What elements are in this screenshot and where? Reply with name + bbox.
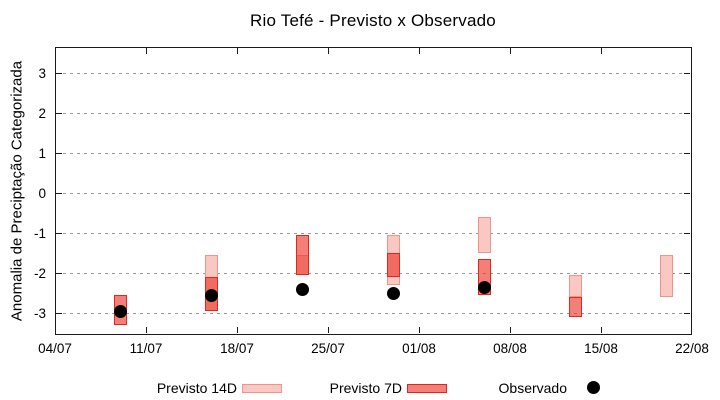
x-tick-label: 04/07 bbox=[38, 341, 72, 356]
chart-title: Rio Tefé - Previsto x Observado bbox=[250, 11, 496, 30]
x-tick-label: 01/08 bbox=[402, 341, 436, 356]
legend-swatch-previsto-14d bbox=[242, 384, 282, 393]
x-tick-label: 18/07 bbox=[220, 341, 254, 356]
legend-label-previsto-7d: Previsto 7D bbox=[329, 380, 402, 396]
y-axis-label: Anomalia de Preciptação Categorizada bbox=[8, 60, 26, 322]
x-tick-label: 15/08 bbox=[584, 341, 618, 356]
x-tick-label: 22/08 bbox=[675, 341, 709, 356]
legend-swatch-previsto-7d bbox=[407, 384, 447, 393]
x-tick-label: 11/07 bbox=[129, 341, 163, 356]
plot-area bbox=[55, 47, 692, 335]
x-tick-label: 25/07 bbox=[311, 341, 345, 356]
legend-label-observado: Observado bbox=[498, 380, 567, 396]
x-tick-label: 08/08 bbox=[493, 341, 527, 356]
legend-label-previsto-14d: Previsto 14D bbox=[156, 380, 237, 396]
legend-swatch-observado-dot bbox=[587, 381, 600, 394]
